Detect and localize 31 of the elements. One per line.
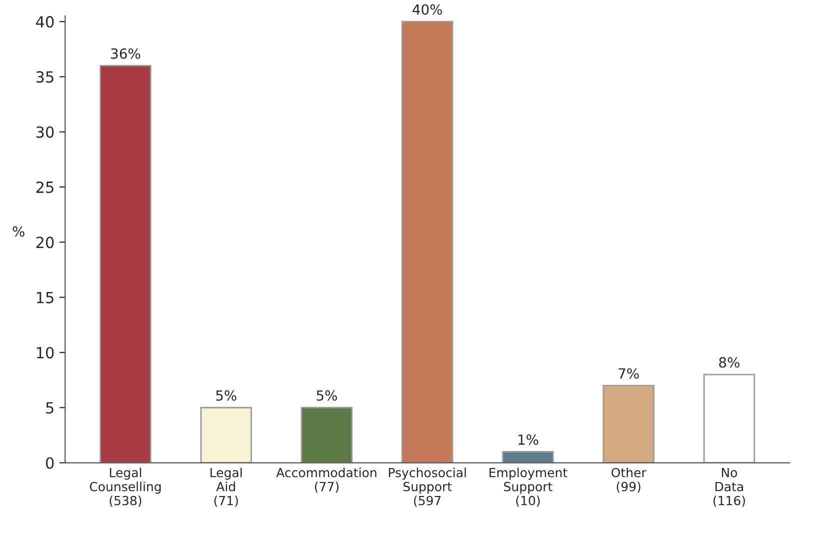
y-axis-title: % xyxy=(12,226,24,237)
y-tick-label: 5 xyxy=(46,402,54,414)
y-tick-label: 35 xyxy=(36,71,54,83)
y-tick-label: 40 xyxy=(36,16,54,28)
bar xyxy=(502,451,554,463)
bar xyxy=(300,406,353,463)
y-tick-label: 15 xyxy=(36,292,54,304)
bar xyxy=(200,406,252,463)
data-label: 8% xyxy=(719,357,740,368)
bar xyxy=(602,384,654,463)
x-tick-label: Legal Counselling (538) xyxy=(90,468,161,507)
x-tick-label: Accommodation (77) xyxy=(276,468,376,493)
data-label: 5% xyxy=(316,390,337,401)
x-tick-label: Psychosocial Support (597 xyxy=(388,468,466,507)
bar xyxy=(402,20,454,463)
y-tick-label: 0 xyxy=(46,457,54,469)
y-tick-label: 20 xyxy=(36,236,54,248)
x-tick-label: Other (99) xyxy=(612,468,646,493)
y-tick-label: 10 xyxy=(36,346,54,358)
data-label: 7% xyxy=(618,368,639,379)
y-tick-label: 30 xyxy=(36,126,54,138)
bar xyxy=(703,374,756,463)
data-label: 5% xyxy=(216,390,236,401)
bar xyxy=(100,64,152,463)
x-tick-label: Employment Support (10) xyxy=(490,468,568,507)
data-label: 40% xyxy=(412,4,442,15)
data-label: 36% xyxy=(111,48,140,59)
data-label: 1% xyxy=(518,434,538,445)
x-tick-label: No Data (116) xyxy=(713,468,745,507)
x-tick-label: Legal Aid (71) xyxy=(210,468,242,507)
y-tick-label: 25 xyxy=(36,181,54,194)
